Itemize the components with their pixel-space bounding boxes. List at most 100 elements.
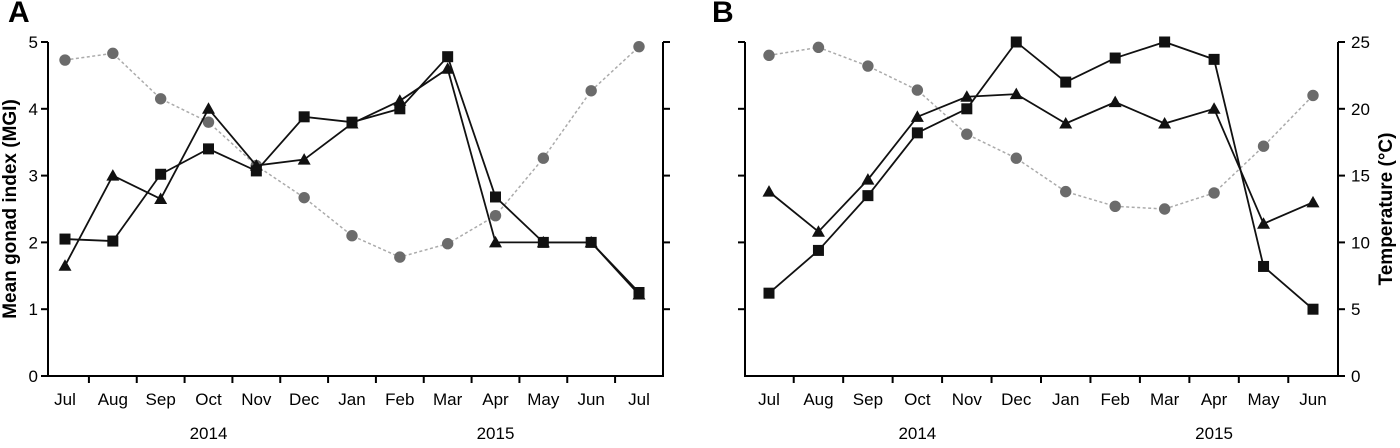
triangle-marker bbox=[762, 185, 776, 197]
triangle-marker bbox=[1108, 95, 1122, 108]
square-marker bbox=[1010, 36, 1022, 48]
square-marker bbox=[1159, 36, 1171, 48]
square-marker bbox=[346, 116, 358, 128]
x-tick-label: Sep bbox=[853, 390, 883, 409]
series-filled-triangles bbox=[58, 62, 646, 300]
square-marker bbox=[633, 287, 645, 298]
circle-marker bbox=[1060, 185, 1072, 198]
circle-marker bbox=[862, 60, 874, 72]
triangle-marker bbox=[1306, 195, 1320, 208]
x-tick-label: Aug bbox=[803, 390, 833, 409]
y-tick-label: 3 bbox=[29, 167, 38, 186]
x-tick-label: May bbox=[527, 390, 560, 409]
square-marker bbox=[862, 190, 874, 202]
square-marker bbox=[59, 233, 71, 245]
square-marker bbox=[203, 143, 214, 155]
square-marker bbox=[107, 235, 119, 247]
x-tick-label: Mar bbox=[433, 390, 463, 409]
series-filled-squares bbox=[763, 36, 1319, 315]
circle-marker bbox=[911, 84, 924, 96]
x-tick-label: Jun bbox=[577, 390, 604, 409]
x-tick-label: Feb bbox=[385, 390, 414, 409]
circle-marker bbox=[1307, 89, 1319, 102]
x-tick-label: Apr bbox=[482, 390, 509, 409]
circle-marker bbox=[1109, 200, 1121, 213]
y-tick-label: 10 bbox=[1351, 233, 1370, 252]
square-marker bbox=[394, 103, 406, 115]
square-marker bbox=[298, 111, 310, 123]
x-tick-label: Jul bbox=[758, 390, 780, 409]
x-tick-label: Sep bbox=[146, 390, 176, 409]
square-marker bbox=[155, 168, 167, 180]
panel-a-chart: 0 1 2 3 4 5 Jul Aug Sep Oct Nov Dec Jan Feb Mar Apr May J… bbox=[0, 33, 670, 443]
square-marker bbox=[1060, 76, 1072, 88]
circle-marker bbox=[346, 230, 358, 242]
square-marker bbox=[585, 236, 597, 248]
panel-b-label: B bbox=[712, 0, 734, 29]
year-label: 2014 bbox=[898, 424, 936, 443]
triangle-marker bbox=[1158, 116, 1172, 129]
x-tick-label: Jul bbox=[628, 390, 650, 409]
circle-marker bbox=[585, 85, 597, 97]
circle-marker bbox=[763, 49, 775, 62]
circle-marker bbox=[1158, 203, 1171, 215]
square-marker bbox=[961, 103, 973, 115]
y-tick-label: 0 bbox=[1351, 367, 1360, 386]
series-filled-triangles-line bbox=[64, 67, 640, 296]
triangle-marker bbox=[106, 169, 120, 181]
series-gray-circles-line bbox=[64, 46, 640, 258]
x-tick-label: Feb bbox=[1101, 390, 1130, 409]
circle-marker bbox=[489, 209, 502, 222]
x-tick-label: Jul bbox=[54, 390, 76, 409]
triangle-marker bbox=[58, 259, 72, 271]
square-marker bbox=[812, 244, 824, 256]
x-tick-label: Jun bbox=[1299, 390, 1326, 409]
x-tick-label: Apr bbox=[1201, 390, 1228, 409]
x-tick-label: Oct bbox=[195, 390, 222, 409]
y-axis-title: Temperature (°C) bbox=[1376, 133, 1397, 286]
triangle-marker bbox=[393, 94, 407, 106]
triangle-marker bbox=[960, 90, 974, 102]
y-tick-label: 15 bbox=[1351, 167, 1370, 186]
panel-a: A 0 1 2 3 4 5 Jul Aug Sep Oct Nov Dec Jan Feb Mar Apr Ma… bbox=[0, 0, 670, 443]
triangle-marker bbox=[861, 173, 875, 185]
x-tick-label: Mar bbox=[1150, 390, 1180, 409]
x-tick-label: Aug bbox=[98, 390, 128, 409]
y-tick-label: 20 bbox=[1351, 100, 1370, 119]
triangle-marker bbox=[1257, 217, 1271, 229]
y-tick-label: 5 bbox=[29, 33, 38, 52]
series-filled-triangles bbox=[762, 87, 1320, 237]
square-marker bbox=[911, 127, 923, 139]
circle-marker bbox=[812, 41, 825, 54]
y-tick-label: 0 bbox=[29, 367, 38, 386]
circle-marker bbox=[1257, 140, 1270, 152]
series-gray-circles bbox=[763, 41, 1319, 215]
circle-marker bbox=[154, 93, 167, 105]
series-filled-squares-line bbox=[64, 54, 640, 294]
triangle-marker bbox=[297, 153, 311, 165]
circle-marker bbox=[202, 116, 215, 128]
square-marker bbox=[763, 287, 775, 299]
circle-marker bbox=[59, 54, 71, 66]
series-gray-circles bbox=[59, 40, 645, 263]
x-tick-label: May bbox=[1247, 390, 1280, 409]
y-tick-label: 2 bbox=[29, 233, 38, 252]
triangle-marker bbox=[811, 225, 825, 237]
circle-marker bbox=[633, 40, 645, 53]
x-tick-label: Jan bbox=[1052, 390, 1079, 409]
triangle-marker bbox=[1009, 87, 1023, 100]
triangle-marker bbox=[202, 102, 215, 114]
year-label: 2015 bbox=[477, 424, 515, 443]
triangle-marker bbox=[910, 110, 924, 122]
panel-b-chart: 0 5 10 15 20 25 Jul Aug Sep Oct Nov Dec Jan Feb Mar Apr… bbox=[738, 33, 1397, 443]
circle-marker bbox=[107, 47, 119, 60]
square-marker bbox=[1208, 53, 1220, 65]
circle-marker bbox=[1010, 152, 1022, 164]
series-filled-squares bbox=[59, 51, 645, 298]
circle-marker bbox=[1208, 187, 1220, 199]
x-tick-label: Nov bbox=[952, 390, 983, 409]
circle-marker bbox=[441, 238, 454, 250]
x-tick-label: Nov bbox=[241, 390, 272, 409]
x-tick-label: Dec bbox=[289, 390, 320, 409]
y-tick-label: 25 bbox=[1351, 33, 1370, 52]
